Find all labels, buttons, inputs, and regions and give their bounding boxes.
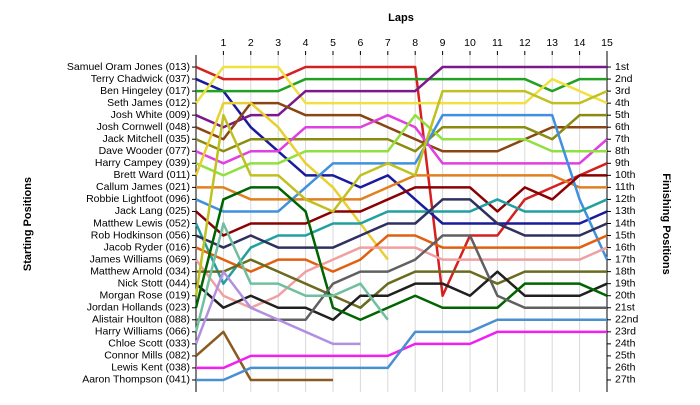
series-line xyxy=(195,270,608,322)
x-tick-label: 1 xyxy=(220,37,226,49)
series-label: Terry Chadwick (037) xyxy=(91,73,190,85)
y2-tick-label: 16th xyxy=(615,241,636,253)
series-line xyxy=(194,186,608,322)
y2-tick-label: 21st xyxy=(615,302,635,314)
x-tick-label: 15 xyxy=(601,37,613,49)
y2-tick-label: 4th xyxy=(615,97,630,109)
series-label: Jacob Ryder (016) xyxy=(104,241,190,253)
y2-tick-label: 9th xyxy=(615,157,630,169)
series-label: Connor Mills (082) xyxy=(104,350,190,362)
y2-tick-label: 26th xyxy=(615,362,636,374)
x-tick-label: 13 xyxy=(546,37,558,49)
y2-tick-label: 5th xyxy=(615,109,630,121)
series-line xyxy=(195,65,607,129)
series-label: Rob Hodkinson (056) xyxy=(91,229,190,241)
y2-tick-label: 22nd xyxy=(615,314,639,326)
y2-tick-label: 1st xyxy=(615,61,629,73)
series-label: Nick Stott (044) xyxy=(118,277,190,289)
y2-tick-label: 12th xyxy=(615,193,636,205)
x-tick-label: 8 xyxy=(412,37,418,49)
x-tick-label: 6 xyxy=(357,37,363,49)
y2-tick-label: 27th xyxy=(615,374,636,386)
series-label: Jack Lang (025) xyxy=(115,205,190,217)
y2-tick-label: 25th xyxy=(615,350,636,362)
series-line xyxy=(194,222,389,333)
series-label: Lewis Kent (038) xyxy=(111,362,190,374)
x-tick-label: 10 xyxy=(464,37,476,49)
x-tick-label: 2 xyxy=(248,37,254,49)
y2-tick-label: 11th xyxy=(615,181,635,193)
y-axis-title: Starting Positions xyxy=(22,177,34,271)
series-label: Harry Williams (066) xyxy=(95,326,190,338)
series-label: James Williams (069) xyxy=(90,253,190,265)
series-label: Brett Ward (011) xyxy=(114,169,190,181)
series-label: Aaron Thompson (041) xyxy=(82,374,190,386)
series-label: Matthew Arnold (034) xyxy=(90,265,190,277)
chart-title: Laps xyxy=(388,12,414,24)
series-line xyxy=(194,101,389,261)
y2-tick-label: 19th xyxy=(615,277,636,289)
y2-axis-title: Finishing Positions xyxy=(660,173,672,274)
series-line xyxy=(196,258,607,309)
series-label: Jack Mitchell (035) xyxy=(102,133,190,145)
series-line xyxy=(195,198,608,249)
series-line xyxy=(195,174,607,237)
series-line xyxy=(196,174,607,201)
x-tick-label: 11 xyxy=(492,37,503,49)
series-label: Ben Hingeley (017) xyxy=(100,85,190,97)
series-label: Morgan Rose (019) xyxy=(100,289,190,301)
x-tick-label: 5 xyxy=(330,37,336,49)
y2-tick-label: 13th xyxy=(615,205,636,217)
y2-tick-label: 3rd xyxy=(615,85,630,97)
series-line xyxy=(196,234,607,322)
series-label: Callum James (021) xyxy=(96,181,190,193)
y2-tick-label: 7th xyxy=(615,133,630,145)
series-line xyxy=(196,77,607,93)
x-tick-label: 12 xyxy=(519,37,531,49)
y2-tick-label: 15th xyxy=(615,229,636,241)
lines xyxy=(194,65,609,382)
y2-tick-label: 23rd xyxy=(615,326,636,338)
y2-tick-label: 10th xyxy=(615,169,636,181)
x-tick-label: 4 xyxy=(303,37,309,49)
series-line xyxy=(195,330,333,382)
series-line xyxy=(194,270,361,346)
y2-tick-label: 18th xyxy=(615,265,636,277)
series-label: Robbie Lightfoot (096) xyxy=(86,193,190,205)
x-tick-label: 14 xyxy=(574,37,586,49)
y2-tick-label: 6th xyxy=(615,121,630,133)
series-line xyxy=(196,318,607,382)
y2-tick-label: 17th xyxy=(615,253,636,265)
series-label: Seth James (012) xyxy=(107,97,190,109)
series-line xyxy=(195,65,608,105)
y2-tick-label: 20th xyxy=(615,289,636,301)
series-line xyxy=(195,113,607,153)
series-line xyxy=(195,113,609,261)
series-label: Josh Cornwell (048) xyxy=(97,121,190,133)
series-label: Matthew Lewis (052) xyxy=(93,217,190,229)
series-line xyxy=(195,113,608,165)
y2-tick-label: 14th xyxy=(615,217,636,229)
x-tick-label: 3 xyxy=(275,37,281,49)
series-label: Josh White (009) xyxy=(111,109,190,121)
series-line xyxy=(194,89,608,296)
series-label: Chloe Scott (033) xyxy=(108,338,190,350)
y2-tick-label: 24th xyxy=(615,338,636,350)
series-label: Samuel Oram Jones (013) xyxy=(67,61,190,73)
y2-tick-label: 8th xyxy=(615,145,630,157)
x-tick-label: 7 xyxy=(385,37,391,49)
series-label: Jordan Hollands (023) xyxy=(87,302,190,314)
series-label: Alistair Houlton (088) xyxy=(92,314,190,326)
x-tick-label: 9 xyxy=(440,37,446,49)
y2-tick-label: 2nd xyxy=(615,73,633,85)
series-line xyxy=(195,113,607,177)
series-label: Dave Wooder (077) xyxy=(99,145,190,157)
series-label: Harry Campey (039) xyxy=(95,157,190,169)
